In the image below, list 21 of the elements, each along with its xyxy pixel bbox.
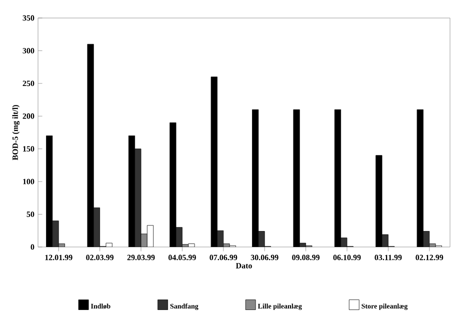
y-axis-title: BOD-5 (mg ilt/l) bbox=[12, 105, 20, 160]
y-tick-label: 100 bbox=[23, 178, 34, 184]
x-tick-label: 03.11.99 bbox=[374, 254, 402, 260]
x-tick-label: 07.06.99 bbox=[210, 254, 238, 260]
x-tick-label: 02.03.99 bbox=[86, 254, 114, 260]
x-tick-label: 29.03.99 bbox=[127, 254, 155, 260]
x-axis-title: Dato bbox=[236, 263, 252, 268]
bar bbox=[258, 231, 265, 247]
y-tick-label: 250 bbox=[22, 80, 34, 86]
x-tick-label: 09.08.99 bbox=[292, 254, 320, 260]
x-tick-label: 30.06.99 bbox=[250, 254, 278, 260]
y-tick-label: 350 bbox=[22, 15, 34, 21]
y-tick-label: 150 bbox=[23, 146, 34, 152]
x-tick-label: 04.05.99 bbox=[168, 254, 196, 260]
y-tick-label: 0 bbox=[30, 244, 34, 250]
y-tick-label: 50 bbox=[26, 212, 34, 217]
x-tick-label: 12.01.99 bbox=[45, 254, 72, 260]
y-tick-label: 200 bbox=[22, 113, 34, 119]
x-tick-label: 02.12.99 bbox=[416, 254, 444, 260]
x-tick-label: 06.10.99 bbox=[333, 254, 361, 260]
y-tick-label: 300 bbox=[22, 48, 34, 54]
